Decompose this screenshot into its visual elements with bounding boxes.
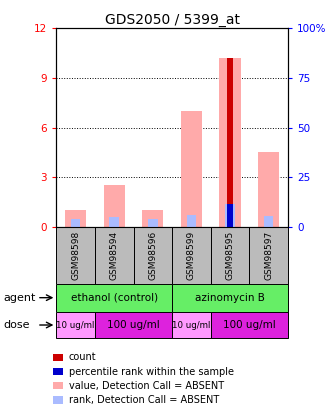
Text: GSM98594: GSM98594 (110, 230, 119, 280)
Bar (142, 210, 164, 227)
Bar (211, 227, 249, 284)
Bar (71, 219, 80, 227)
Bar (56, 227, 95, 284)
Text: 100 ug/ml: 100 ug/ml (223, 320, 276, 330)
Bar (225, 204, 235, 227)
Text: agent: agent (3, 293, 36, 303)
Text: value, Detection Call = ABSENT: value, Detection Call = ABSENT (69, 381, 224, 391)
Text: ethanol (control): ethanol (control) (71, 293, 158, 303)
Bar (264, 216, 273, 227)
Bar (110, 217, 119, 227)
Bar (227, 58, 233, 227)
Title: GDS2050 / 5399_at: GDS2050 / 5399_at (105, 13, 240, 27)
Bar (53, 382, 63, 390)
Bar (104, 185, 125, 227)
Bar (95, 312, 172, 338)
Text: GSM98598: GSM98598 (71, 230, 80, 280)
Text: GSM98596: GSM98596 (148, 230, 157, 280)
Bar (187, 215, 196, 227)
Text: percentile rank within the sample: percentile rank within the sample (69, 367, 234, 377)
Bar (181, 111, 202, 227)
Bar (56, 284, 172, 312)
Text: GSM98597: GSM98597 (264, 230, 273, 280)
Text: GSM98595: GSM98595 (225, 230, 235, 280)
Text: 10 ug/ml: 10 ug/ml (172, 320, 211, 330)
Bar (172, 227, 211, 284)
Text: 10 ug/ml: 10 ug/ml (56, 320, 95, 330)
Text: GSM98599: GSM98599 (187, 230, 196, 280)
Bar (211, 312, 288, 338)
Text: rank, Detection Call = ABSENT: rank, Detection Call = ABSENT (69, 395, 219, 405)
Bar (249, 227, 288, 284)
Bar (95, 227, 133, 284)
Bar (148, 220, 158, 227)
Bar (219, 58, 241, 227)
Bar (227, 204, 233, 227)
Bar (172, 284, 288, 312)
Text: azinomycin B: azinomycin B (195, 293, 265, 303)
Bar (258, 152, 279, 227)
Bar (53, 396, 63, 404)
Bar (56, 312, 95, 338)
Text: dose: dose (3, 320, 30, 330)
Bar (172, 312, 211, 338)
Bar (133, 227, 172, 284)
Bar (53, 354, 63, 361)
Bar (65, 210, 86, 227)
Text: 100 ug/ml: 100 ug/ml (107, 320, 160, 330)
Text: count: count (69, 352, 96, 362)
Bar (53, 368, 63, 375)
